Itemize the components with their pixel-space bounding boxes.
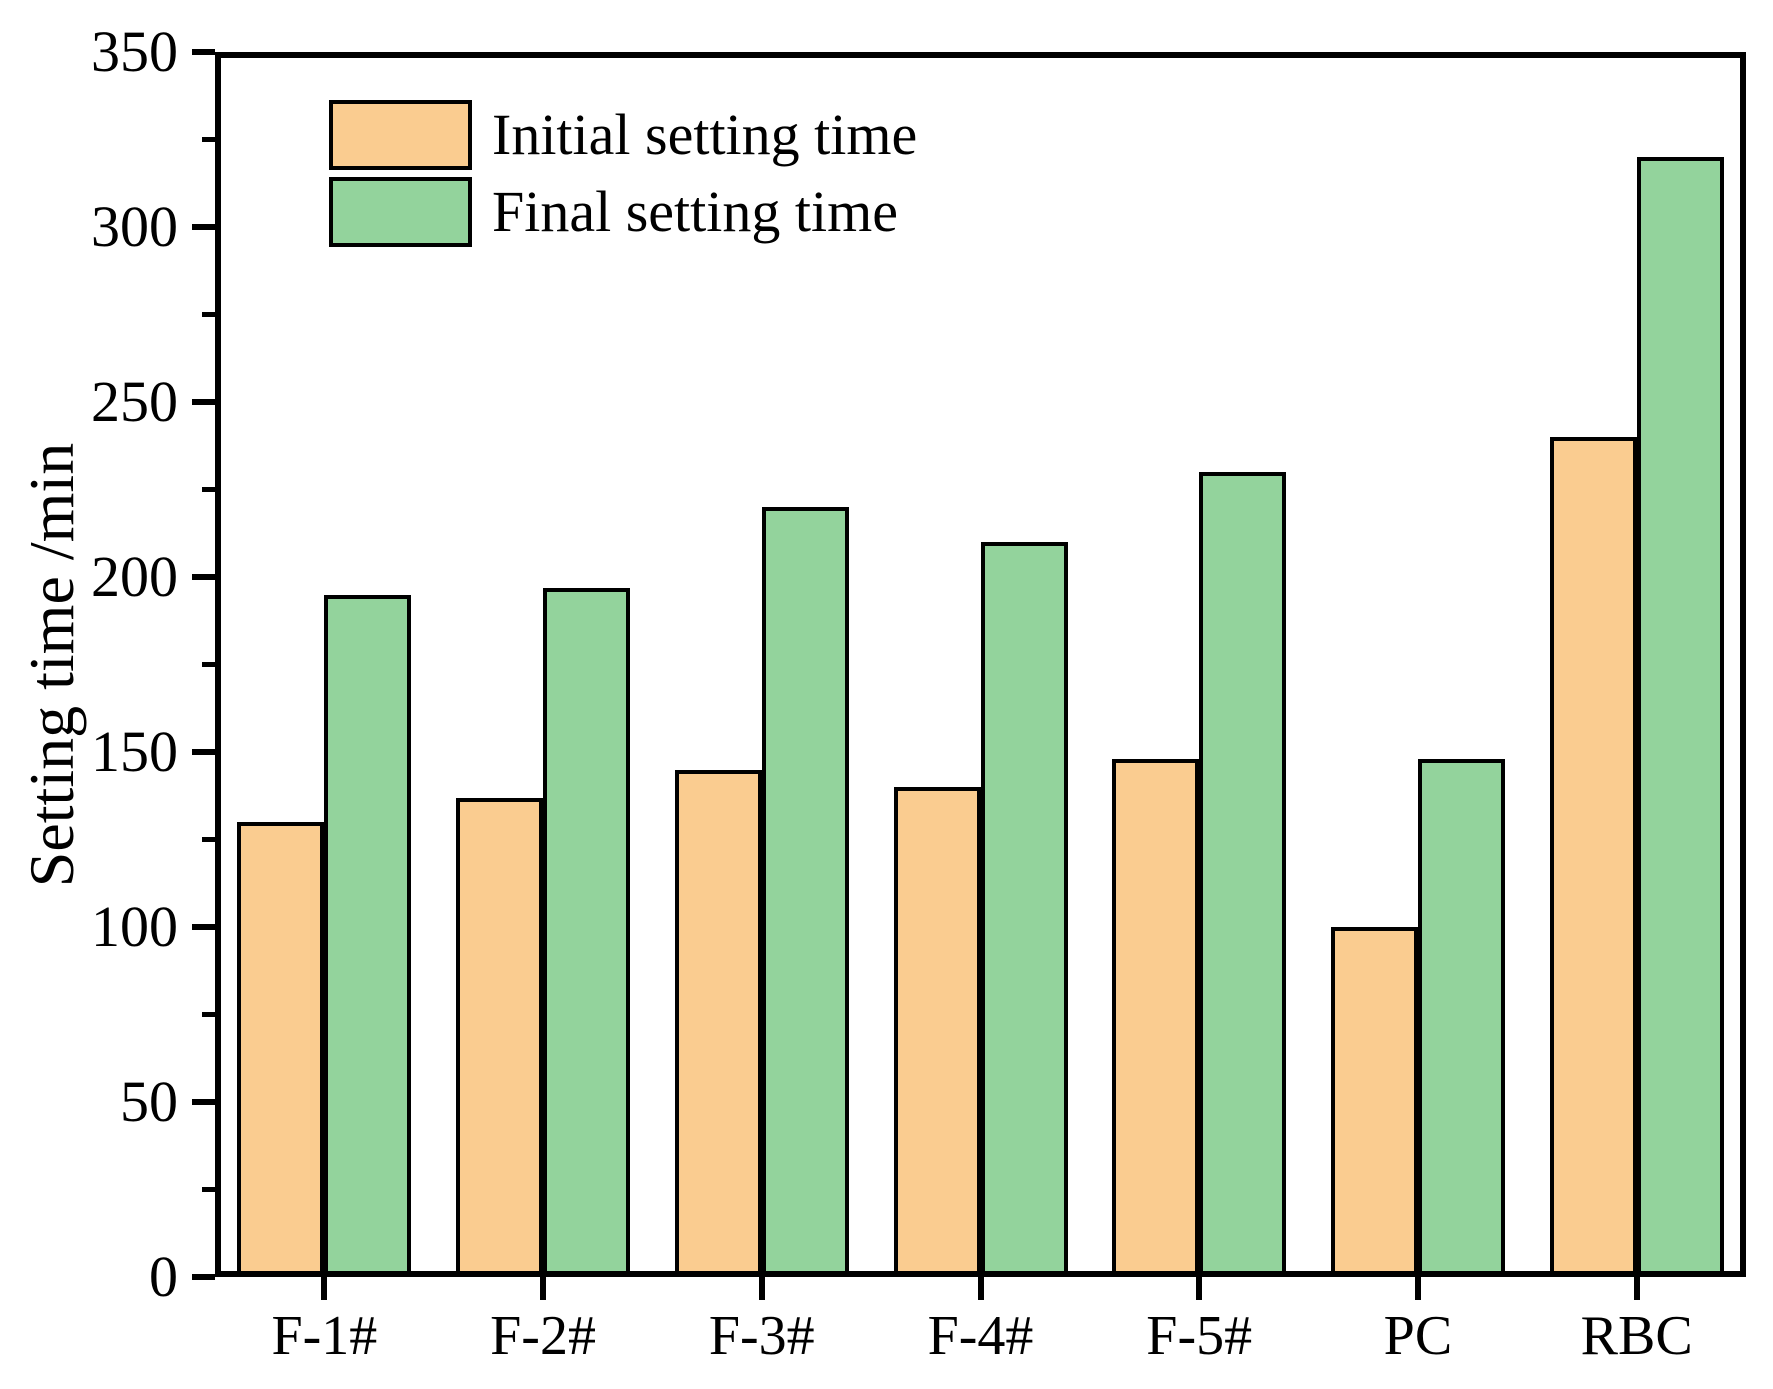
- y-tick-label: 50: [120, 1069, 178, 1134]
- y-minor-tick: [202, 137, 215, 142]
- x-tick-label: F-1#: [271, 1305, 378, 1367]
- x-tick-label: PC: [1383, 1305, 1453, 1367]
- legend-row: Initial setting time: [329, 100, 1029, 170]
- y-major-tick: [192, 1274, 215, 1280]
- y-minor-tick: [202, 312, 215, 317]
- x-tick: [1633, 1277, 1640, 1300]
- bar-initial-F-5#: [1112, 759, 1200, 1277]
- bar-initial-F-3#: [674, 769, 762, 1277]
- bar-final-F-2#: [543, 587, 631, 1277]
- y-minor-tick: [202, 1187, 215, 1192]
- bar-final-F-5#: [1199, 472, 1287, 1277]
- y-tick-label: 250: [91, 369, 178, 434]
- bar-initial-RBC: [1549, 437, 1637, 1277]
- legend-label: Final setting time: [492, 179, 898, 244]
- x-tick: [1414, 1277, 1421, 1300]
- y-minor-tick: [202, 837, 215, 842]
- x-tick: [1196, 1277, 1203, 1300]
- y-major-tick: [192, 1099, 215, 1105]
- y-tick-label: 0: [149, 1244, 178, 1309]
- y-tick-label: 300: [91, 194, 178, 259]
- legend-swatch-final: [329, 177, 472, 247]
- y-minor-tick: [202, 662, 215, 667]
- bar-initial-PC: [1330, 927, 1418, 1277]
- y-tick-label: 100: [91, 894, 178, 959]
- x-tick-label: F-2#: [490, 1305, 596, 1367]
- y-minor-tick: [202, 1012, 215, 1017]
- bar-initial-F-2#: [456, 797, 544, 1277]
- legend-row: Final setting time: [329, 177, 1029, 247]
- y-major-tick: [192, 924, 215, 930]
- x-tick: [540, 1277, 547, 1300]
- legend-label: Initial setting time: [492, 102, 918, 167]
- bar-final-F-3#: [761, 507, 849, 1277]
- y-minor-tick: [202, 487, 215, 492]
- x-tick-label: F-4#: [927, 1305, 1034, 1367]
- bar-final-RBC: [1636, 157, 1724, 1277]
- x-tick-label: F-3#: [708, 1305, 815, 1367]
- y-tick-label: 150: [91, 719, 178, 784]
- x-tick: [977, 1277, 984, 1300]
- x-tick: [321, 1277, 328, 1300]
- bar-initial-F-4#: [893, 787, 981, 1277]
- y-major-tick: [192, 224, 215, 230]
- y-major-tick: [192, 574, 215, 580]
- y-major-tick: [192, 399, 215, 405]
- bar-final-F-4#: [980, 542, 1068, 1277]
- x-tick-label: F-5#: [1146, 1305, 1253, 1367]
- y-tick-label: 200: [91, 544, 178, 609]
- legend-swatch-initial: [329, 100, 472, 170]
- bar-initial-F-1#: [237, 822, 325, 1277]
- y-tick-label: 350: [91, 19, 178, 84]
- bar-final-F-1#: [324, 594, 412, 1277]
- x-tick: [758, 1277, 765, 1300]
- bar-final-PC: [1417, 759, 1505, 1277]
- x-tick-label: RBC: [1580, 1305, 1693, 1367]
- y-major-tick: [192, 49, 215, 55]
- y-major-tick: [192, 749, 215, 755]
